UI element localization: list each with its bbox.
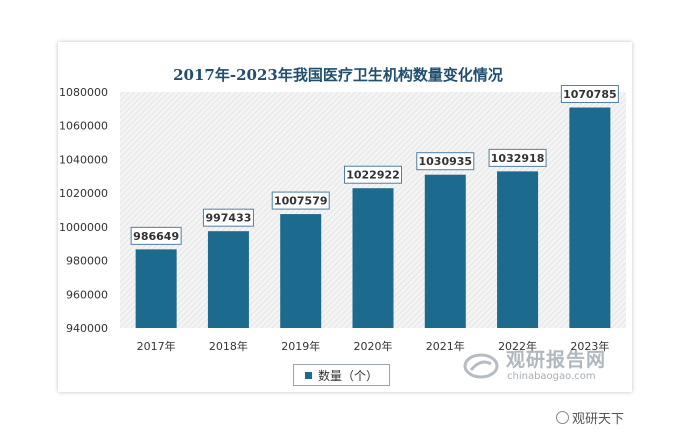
bars: 986649 997433 1007579 1022922 1030935 1032918…	[130, 85, 619, 328]
y-tick-label: 1080000	[59, 86, 108, 99]
data-label-box	[130, 226, 182, 245]
y-tick-label: 960000	[66, 288, 108, 301]
data-label: 1032918	[491, 152, 545, 165]
footer-text: 观研天下	[572, 412, 625, 427]
bar	[497, 171, 539, 328]
brand-icon	[556, 411, 569, 424]
data-label-box	[416, 152, 475, 171]
watermark-logo-icon	[463, 353, 499, 379]
data-label-box	[271, 191, 330, 210]
y-tick-label: 1020000	[59, 187, 108, 200]
watermark-url: chinabaogao.com	[507, 371, 596, 382]
x-tick-label: 2023年	[570, 339, 609, 353]
bar	[280, 214, 322, 328]
bar	[352, 188, 394, 328]
y-axis: 940000 960000 980000 1000000 1020000 1040000 1…	[59, 86, 108, 335]
data-label: 1070785	[563, 88, 617, 101]
x-axis: 2017年 2018年 2019年 2020年 2021年 2022年 2023年	[137, 339, 610, 353]
x-tick-label: 2018年	[209, 339, 248, 353]
x-tick-label: 2021年	[426, 339, 465, 353]
data-label: 1022922	[346, 169, 400, 182]
x-tick-label: 2022年	[498, 339, 537, 353]
data-label-box	[344, 165, 402, 184]
bar	[569, 107, 611, 328]
y-tick-label: 980000	[66, 255, 108, 268]
y-tick-label: 940000	[66, 322, 108, 335]
data-label-box	[488, 148, 547, 167]
legend-swatch	[304, 371, 312, 379]
bar	[207, 231, 249, 328]
watermark-text: 观研报告网	[506, 349, 607, 371]
bar	[424, 174, 466, 328]
y-tick-label: 1060000	[59, 120, 108, 133]
y-tick-label: 1000000	[59, 221, 108, 234]
x-tick-label: 2020年	[354, 339, 393, 353]
data-label-box	[202, 208, 254, 227]
data-label: 1007579	[274, 195, 328, 208]
data-label-box	[560, 85, 619, 104]
data-label: 1030935	[418, 155, 472, 168]
data-label: 997433	[205, 212, 251, 225]
y-tick-label: 1040000	[59, 153, 108, 166]
x-tick-label: 2019年	[281, 339, 320, 353]
footer-brand: 观研天下	[556, 408, 624, 427]
data-label: 986649	[133, 230, 179, 243]
chart-title: 2017年-2023年我国医疗卫生机构数量变化情况	[173, 66, 503, 84]
bar	[135, 249, 177, 328]
legend: 数量（个）	[293, 364, 390, 386]
x-tick-label: 2017年	[137, 339, 176, 353]
legend-label: 数量（个）	[317, 368, 378, 383]
